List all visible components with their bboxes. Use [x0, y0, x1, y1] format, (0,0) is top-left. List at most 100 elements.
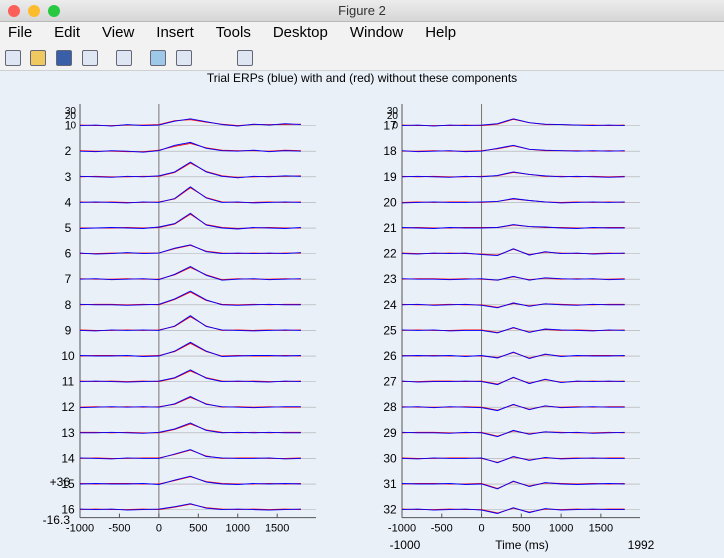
- close-button[interactable]: [8, 5, 20, 17]
- menu-bar: File Edit View Insert Tools Desktop Window Help: [0, 22, 724, 44]
- channel-label: 1: [65, 119, 72, 133]
- trace: [401, 224, 625, 229]
- zoom-button[interactable]: [48, 5, 60, 17]
- menu-item[interactable]: View: [102, 24, 135, 41]
- trace: [79, 265, 301, 281]
- trace: [79, 503, 301, 511]
- x-tick-label: 500: [512, 523, 530, 535]
- hover-toolbar-bg: [500, 385, 642, 405]
- x-tick-label: -1000: [66, 523, 94, 535]
- x-tick-label: 0: [478, 523, 484, 535]
- row-y-tick-label: 0: [70, 121, 76, 132]
- channel-label: 15: [61, 477, 75, 491]
- menu-item[interactable]: Edit: [54, 24, 81, 41]
- trace: [80, 213, 301, 229]
- x-start-label: -1000: [390, 538, 421, 552]
- trace: [79, 342, 301, 357]
- x-axis-label: Time (ms): [495, 538, 549, 552]
- channel-label: 4: [65, 195, 72, 209]
- channel-label: 16: [61, 503, 75, 517]
- channel-label: 26: [383, 349, 397, 363]
- menu-item[interactable]: Window: [349, 24, 404, 41]
- trace: [401, 171, 625, 178]
- trace: [79, 244, 301, 255]
- trace: [401, 480, 625, 490]
- trace: [401, 118, 625, 127]
- chart-title: Trial ERPs (blue) with and (red) without…: [207, 71, 517, 85]
- channel-label: 32: [383, 503, 397, 517]
- window-title: Figure 2: [338, 3, 386, 18]
- trace: [79, 341, 301, 357]
- channel-label: 20: [383, 195, 397, 209]
- trace: [402, 377, 625, 385]
- x-tick-label: -500: [431, 523, 453, 535]
- scale-min-label: -16.3: [43, 513, 71, 527]
- link-icon[interactable]: [116, 50, 132, 66]
- trace: [401, 144, 625, 153]
- row-y-tick-label: 20: [65, 111, 77, 122]
- channel-label: 8: [65, 298, 72, 312]
- menu-item[interactable]: Insert: [156, 24, 194, 41]
- trace: [401, 507, 625, 514]
- channel-label: 6: [65, 247, 72, 261]
- channel-label: 14: [61, 451, 75, 465]
- trace: [79, 369, 301, 383]
- trace: [79, 315, 301, 332]
- print-icon[interactable]: [82, 50, 98, 66]
- channel-label: 12: [61, 400, 75, 414]
- x-tick-label: 1000: [226, 523, 250, 535]
- row-y-tick-label: 30: [65, 106, 77, 117]
- colorbar-icon[interactable]: [150, 50, 166, 66]
- legend-icon[interactable]: [176, 50, 192, 66]
- trace: [79, 212, 301, 230]
- trace: [401, 275, 625, 281]
- property-icon[interactable]: [237, 50, 253, 66]
- trace: [401, 118, 625, 127]
- trace: [401, 429, 625, 438]
- channel-label: 25: [383, 323, 397, 337]
- save-icon[interactable]: [56, 50, 72, 66]
- channel-label: 13: [61, 426, 75, 440]
- x-tick-label: 500: [189, 523, 207, 535]
- channel-label: 17: [383, 119, 397, 133]
- open-icon[interactable]: [30, 50, 46, 66]
- menu-item[interactable]: File: [8, 24, 33, 41]
- x-tick-label: 1500: [589, 523, 613, 535]
- x-tick-label: 1500: [265, 523, 289, 535]
- pointer-icon[interactable]: [212, 50, 226, 64]
- channel-label: 9: [65, 323, 72, 337]
- channel-label: 27: [383, 375, 397, 389]
- trace: [79, 187, 301, 203]
- channel-label: 11: [62, 375, 75, 389]
- channel-label: 24: [383, 298, 397, 312]
- trace: [79, 141, 301, 153]
- toolbar: [0, 44, 724, 71]
- row-y-tick-label: 30: [387, 106, 399, 117]
- trace: [79, 449, 301, 459]
- menu-item[interactable]: Desktop: [272, 24, 328, 41]
- x-end-label: 1992: [628, 538, 655, 552]
- menu-item[interactable]: Tools: [215, 24, 251, 41]
- channel-label: 31: [383, 477, 397, 491]
- channel-label: 29: [383, 426, 397, 440]
- scale-max-label: +36: [50, 475, 71, 489]
- channel-label: 30: [383, 451, 397, 465]
- minimize-button[interactable]: [28, 5, 40, 17]
- new-icon[interactable]: [5, 50, 21, 66]
- row-y-tick-label: 20: [387, 111, 399, 122]
- trace: [79, 370, 301, 383]
- trace: [80, 244, 301, 255]
- menu-item[interactable]: Help: [425, 24, 457, 41]
- trace: [79, 161, 301, 179]
- trace: [79, 267, 301, 281]
- channel-label: 21: [383, 221, 397, 235]
- trace: [79, 475, 301, 485]
- channel-label: 3: [65, 170, 72, 184]
- channel-label: 22: [383, 247, 397, 261]
- channel-label: 7: [65, 272, 72, 286]
- trace: [401, 351, 625, 359]
- trace: [80, 422, 301, 434]
- trace: [80, 423, 301, 434]
- trace: [401, 352, 625, 359]
